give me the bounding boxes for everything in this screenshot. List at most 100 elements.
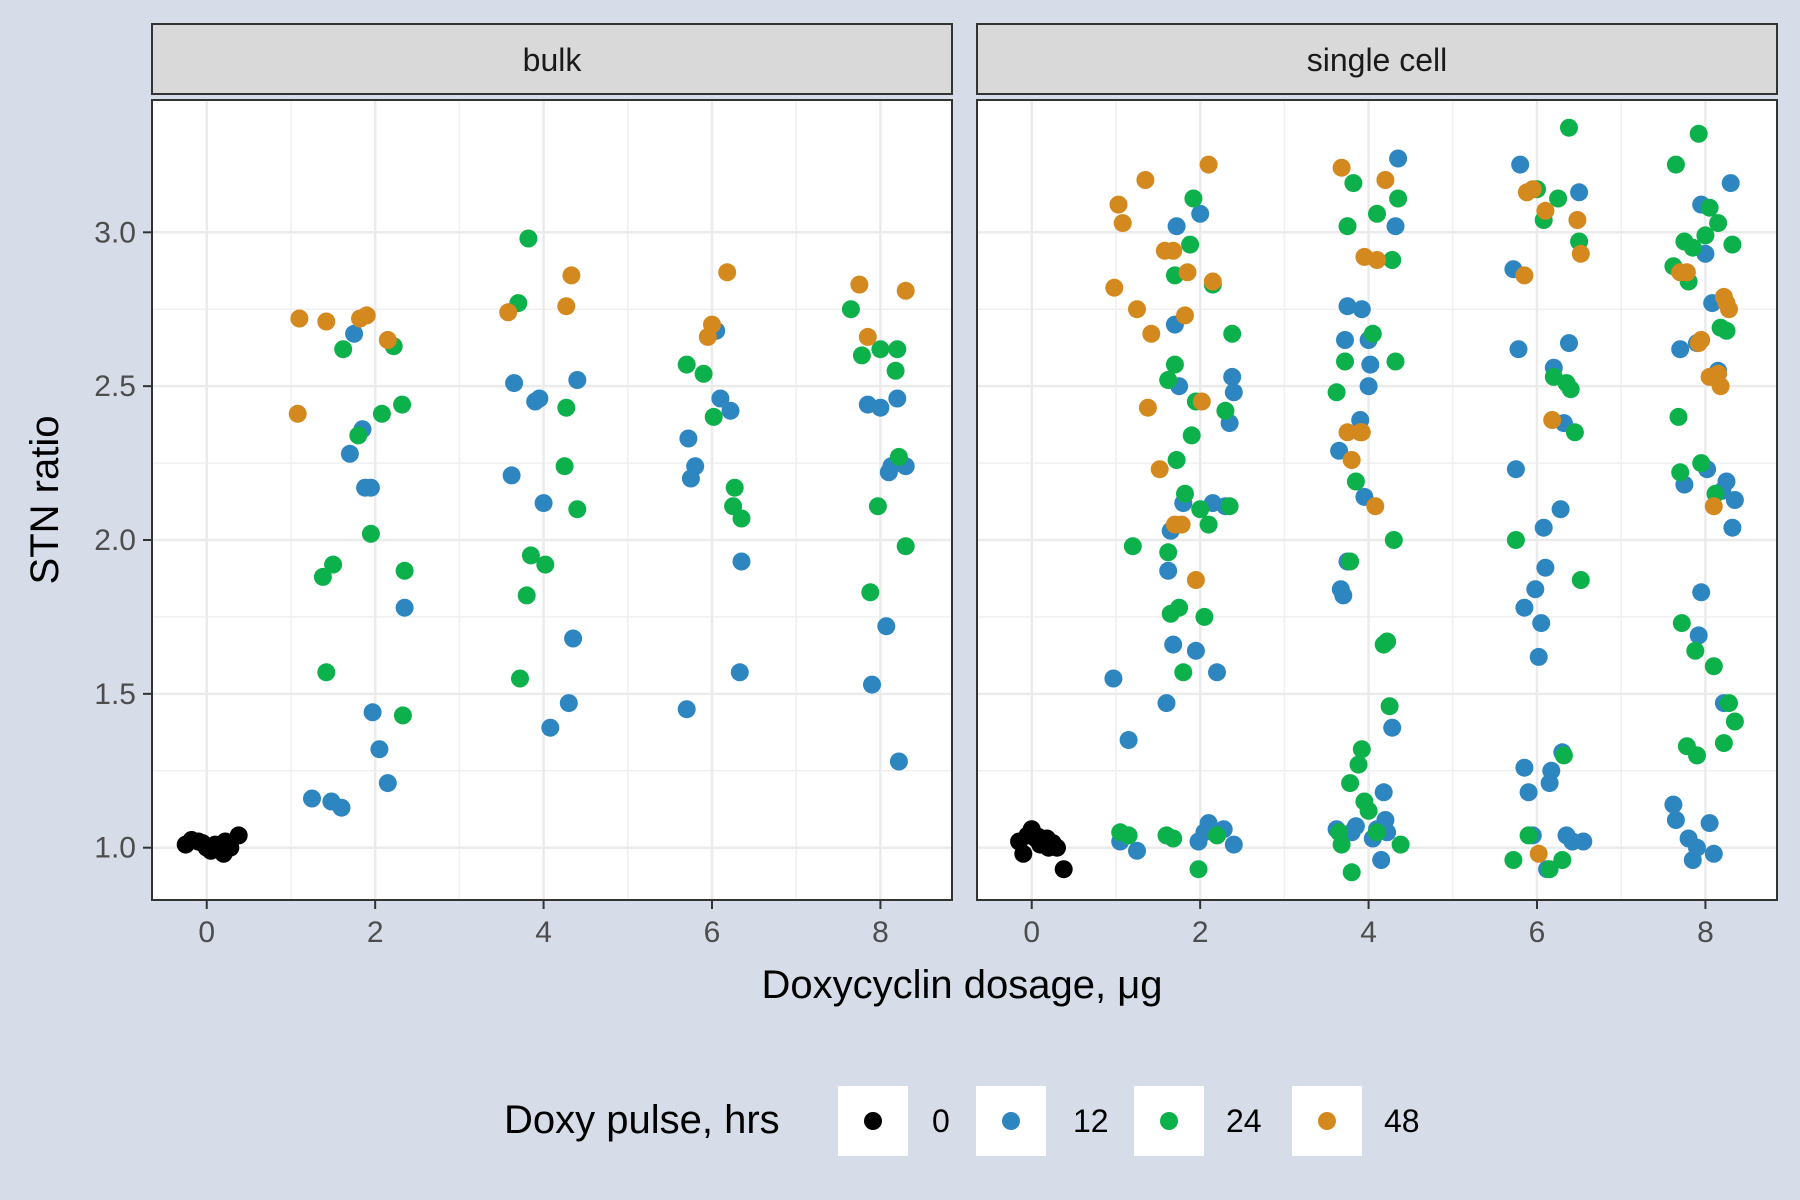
data-point bbox=[1029, 827, 1048, 846]
data-point bbox=[1529, 647, 1548, 666]
data-point bbox=[502, 466, 521, 485]
data-point bbox=[290, 309, 309, 328]
y-axis: 1.0 1.5 2.0 2.5 3.0 bbox=[94, 216, 152, 865]
data-point bbox=[1336, 352, 1354, 371]
data-point bbox=[1549, 189, 1568, 208]
data-point bbox=[868, 497, 887, 516]
data-point bbox=[1330, 441, 1349, 460]
data-point bbox=[340, 444, 359, 463]
data-point bbox=[1509, 340, 1528, 359]
data-point bbox=[557, 297, 576, 316]
data-point bbox=[1376, 171, 1395, 189]
data-point bbox=[1191, 204, 1210, 223]
data-point bbox=[1671, 340, 1690, 359]
data-point bbox=[1666, 811, 1685, 829]
data-point bbox=[1688, 746, 1706, 765]
data-point bbox=[505, 374, 524, 393]
data-point bbox=[229, 826, 248, 845]
data-point bbox=[1341, 774, 1360, 793]
data-point bbox=[1386, 352, 1405, 371]
data-point bbox=[1223, 324, 1242, 343]
x-tick-label: 2 bbox=[367, 916, 384, 949]
data-point bbox=[568, 500, 587, 519]
data-point bbox=[1224, 835, 1243, 854]
data-point bbox=[1167, 451, 1186, 469]
data-point bbox=[1704, 657, 1723, 676]
data-point bbox=[871, 340, 890, 359]
data-point bbox=[1184, 189, 1203, 208]
data-point bbox=[1717, 321, 1736, 340]
data-point bbox=[1560, 118, 1578, 137]
data-point bbox=[711, 389, 730, 408]
x-tick-label: 4 bbox=[535, 916, 552, 949]
data-point bbox=[1338, 297, 1357, 316]
data-point bbox=[1504, 851, 1523, 869]
data-point bbox=[317, 312, 336, 331]
data-point bbox=[694, 364, 713, 383]
data-point bbox=[858, 327, 877, 346]
data-point bbox=[1170, 598, 1189, 617]
data-point bbox=[1189, 860, 1208, 879]
data-point bbox=[1523, 180, 1542, 199]
data-point bbox=[395, 598, 414, 617]
data-point bbox=[1688, 838, 1706, 857]
data-point bbox=[1374, 783, 1393, 802]
data-point bbox=[1128, 300, 1146, 319]
legend-key-dot bbox=[1002, 1112, 1020, 1130]
data-point bbox=[721, 401, 740, 420]
data-point bbox=[1532, 614, 1551, 633]
data-point bbox=[530, 389, 549, 408]
y-tick-label: 2.0 bbox=[94, 524, 136, 557]
data-point bbox=[850, 275, 869, 294]
data-point bbox=[1104, 669, 1123, 688]
data-point bbox=[1696, 226, 1715, 245]
data-point bbox=[871, 398, 890, 417]
data-point bbox=[1720, 300, 1738, 319]
data-point bbox=[1368, 823, 1386, 842]
data-point bbox=[1342, 863, 1361, 882]
x-tick-label: 0 bbox=[1023, 916, 1040, 949]
data-point bbox=[1338, 217, 1357, 236]
data-point bbox=[1164, 635, 1183, 654]
data-point bbox=[1351, 423, 1370, 442]
y-tick-label: 1.0 bbox=[94, 832, 136, 865]
data-point bbox=[193, 834, 212, 853]
data-point bbox=[1571, 244, 1590, 263]
data-point bbox=[1165, 355, 1184, 374]
legend-key-dot bbox=[864, 1112, 882, 1130]
data-point bbox=[852, 346, 871, 365]
legend-label: 48 bbox=[1384, 1103, 1420, 1139]
data-point bbox=[357, 306, 376, 325]
data-point bbox=[1692, 331, 1711, 349]
data-point bbox=[555, 457, 574, 476]
legend: Doxy pulse, hrs 0 12 24 48 bbox=[504, 1086, 1420, 1156]
legend-key-dot bbox=[1160, 1112, 1178, 1130]
data-point bbox=[519, 229, 538, 248]
data-point bbox=[889, 447, 908, 466]
data-point bbox=[1511, 155, 1530, 174]
data-point bbox=[896, 281, 915, 300]
data-point bbox=[1368, 204, 1386, 223]
data-point bbox=[1186, 571, 1205, 589]
data-point bbox=[378, 331, 397, 349]
data-point bbox=[1150, 460, 1169, 479]
x-axis-single-cell: 0 2 4 6 8 bbox=[1023, 900, 1714, 949]
data-point bbox=[559, 694, 578, 713]
y-tick-label: 3.0 bbox=[94, 216, 136, 249]
data-point bbox=[1216, 401, 1235, 420]
data-point bbox=[686, 457, 705, 476]
data-point bbox=[1714, 734, 1733, 753]
points-single-cell bbox=[1010, 118, 1744, 882]
data-point bbox=[1692, 454, 1711, 473]
data-point bbox=[1164, 829, 1183, 848]
data-point bbox=[863, 675, 881, 694]
data-point bbox=[1327, 383, 1346, 402]
data-point bbox=[536, 555, 555, 574]
data-point bbox=[1709, 214, 1728, 233]
data-point bbox=[534, 494, 553, 513]
data-point bbox=[1540, 860, 1559, 879]
data-point bbox=[1683, 238, 1702, 257]
data-point bbox=[332, 798, 351, 817]
data-point bbox=[1178, 263, 1197, 282]
